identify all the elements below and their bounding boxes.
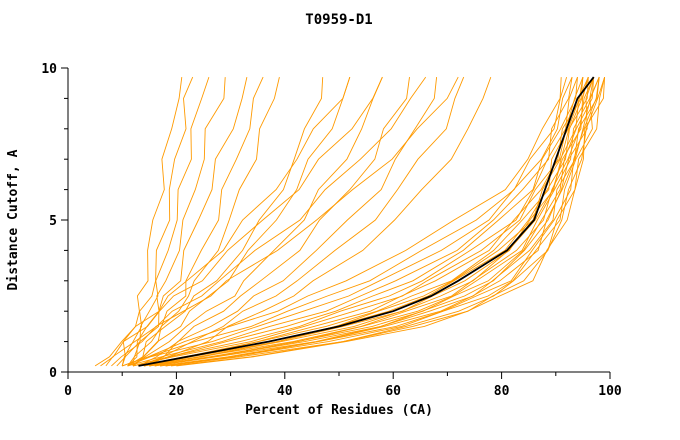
model-curve (121, 76, 194, 367)
x-tick-label: 100 (598, 384, 622, 399)
model-curve (132, 76, 351, 367)
highlight-curve (138, 76, 595, 367)
model-curve (154, 76, 600, 367)
model-curve (105, 76, 427, 367)
model-curve (165, 76, 600, 367)
model-curve (122, 77, 562, 367)
model-curve (132, 76, 264, 366)
model-curve (138, 77, 438, 367)
model-curve (121, 76, 210, 367)
model-curve (132, 76, 578, 367)
x-tick-label: 20 (169, 384, 185, 399)
model-curve (122, 76, 568, 367)
y-tick-label: 0 (49, 366, 57, 381)
best-model-curve (138, 76, 595, 367)
model-curve (111, 76, 459, 367)
model-curve (127, 76, 573, 367)
model-curve (138, 77, 584, 367)
chart-title: T0959-D1 (305, 12, 372, 28)
model-curve (132, 77, 578, 367)
x-tick-label: 40 (277, 384, 293, 399)
x-tick-label: 60 (385, 384, 401, 399)
model-curve (138, 77, 410, 367)
model-curve (149, 77, 595, 367)
model-curve (94, 76, 351, 367)
x-tick-label: 0 (64, 384, 72, 399)
model-curve (143, 77, 589, 367)
model-curve (160, 77, 600, 367)
model-curve (127, 77, 248, 367)
y-axis-label: Distance Cutoff, A (6, 149, 21, 290)
x-axis-label: Percent of Residues (CA) (245, 403, 433, 418)
model-curve (143, 76, 465, 367)
model-curve (138, 77, 584, 367)
model-curves (94, 76, 606, 367)
model-curve (100, 76, 383, 367)
model-curve (127, 77, 324, 367)
y-tick-label: 5 (49, 214, 57, 229)
y-tick-label: 10 (41, 62, 57, 77)
model-curve (116, 77, 183, 367)
x-tick-label: 80 (494, 384, 510, 399)
model-curve (127, 77, 573, 367)
model-curve (132, 76, 280, 367)
model-curve (176, 76, 606, 367)
model-curve (143, 76, 492, 367)
model-curve (132, 76, 383, 367)
model-curve (170, 77, 606, 367)
